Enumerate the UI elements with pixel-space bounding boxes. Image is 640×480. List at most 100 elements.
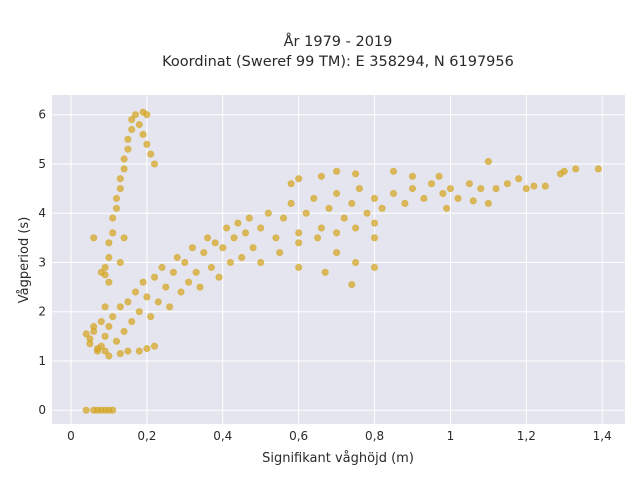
data-point xyxy=(234,219,242,227)
data-point xyxy=(257,258,265,267)
data-point xyxy=(109,229,117,237)
chart-title: År 1979 - 2019 xyxy=(284,33,393,50)
data-point xyxy=(211,239,219,247)
y-axis-ticks: 0 1 2 3 4 5 6 xyxy=(38,108,46,418)
data-point xyxy=(370,194,379,202)
data-point xyxy=(124,347,132,355)
data-point xyxy=(143,344,151,353)
data-point xyxy=(143,140,151,148)
data-point xyxy=(116,349,124,358)
data-point xyxy=(370,263,379,271)
data-point xyxy=(112,194,121,202)
data-point xyxy=(351,170,360,178)
data-point xyxy=(143,293,151,301)
data-point xyxy=(465,180,473,188)
data-point xyxy=(192,268,200,276)
data-point xyxy=(139,278,147,286)
data-point xyxy=(317,224,325,232)
data-point xyxy=(503,180,511,188)
data-point xyxy=(230,234,238,242)
data-point xyxy=(112,204,121,212)
y-tick-label: 2 xyxy=(38,305,46,319)
data-point xyxy=(101,332,109,340)
data-point xyxy=(317,172,325,180)
data-point xyxy=(223,224,231,232)
data-point xyxy=(101,263,109,271)
data-point xyxy=(116,175,124,183)
data-point xyxy=(196,283,204,291)
data-point xyxy=(215,273,223,281)
y-tick-label: 0 xyxy=(38,403,46,417)
data-point xyxy=(332,229,341,237)
y-tick-label: 3 xyxy=(38,255,46,269)
data-point xyxy=(332,167,341,175)
data-points xyxy=(82,108,603,414)
data-point xyxy=(351,224,360,232)
data-point xyxy=(139,108,147,116)
data-point xyxy=(131,288,140,296)
data-point xyxy=(101,347,109,355)
data-point xyxy=(370,234,379,242)
data-point xyxy=(147,150,155,158)
data-point xyxy=(348,280,356,289)
data-point xyxy=(120,155,128,163)
data-point xyxy=(272,234,280,242)
x-tick-label: 1,4 xyxy=(593,429,612,443)
x-axis-title: Signifikant våghöjd (m) xyxy=(262,451,414,466)
x-tick-label: 1,2 xyxy=(517,429,536,443)
data-point xyxy=(150,273,159,281)
data-point xyxy=(389,189,398,198)
data-point xyxy=(572,165,580,173)
data-point xyxy=(116,185,124,193)
data-point xyxy=(181,258,189,267)
data-point xyxy=(279,214,288,222)
data-point xyxy=(128,116,136,124)
data-point xyxy=(276,249,284,257)
data-point xyxy=(594,165,603,173)
data-point xyxy=(355,185,363,193)
data-point xyxy=(109,312,117,321)
data-point xyxy=(120,234,128,242)
data-point xyxy=(484,157,492,166)
data-point xyxy=(105,278,113,286)
plot-area xyxy=(52,95,625,424)
data-point xyxy=(173,253,181,262)
grid-lines xyxy=(52,95,625,424)
data-point xyxy=(340,214,348,222)
data-point xyxy=(124,298,132,306)
data-point xyxy=(454,194,462,202)
x-tick-label: 0,8 xyxy=(365,429,384,443)
data-point xyxy=(435,172,443,180)
data-point xyxy=(530,182,538,190)
data-point xyxy=(522,185,530,193)
data-point xyxy=(378,204,386,212)
data-point xyxy=(313,234,322,242)
data-point xyxy=(109,406,117,414)
data-point xyxy=(556,170,565,178)
data-point xyxy=(116,258,124,267)
data-point xyxy=(238,253,246,262)
data-point xyxy=(241,229,250,237)
data-point xyxy=(105,253,113,262)
data-point xyxy=(408,185,417,193)
data-point xyxy=(128,317,136,326)
data-point xyxy=(105,322,113,331)
data-point xyxy=(188,244,196,252)
data-point xyxy=(302,209,310,217)
data-point xyxy=(515,175,523,183)
data-point xyxy=(154,298,162,306)
data-point xyxy=(295,239,303,247)
data-point xyxy=(101,303,109,311)
data-point xyxy=(139,130,147,138)
x-axis-ticks: 0 0,2 0,4 0,6 0,8 1 1,2 1,4 xyxy=(67,429,612,443)
data-point xyxy=(124,135,132,143)
data-point xyxy=(97,317,105,326)
data-point xyxy=(185,278,193,286)
data-point xyxy=(86,340,94,348)
data-point xyxy=(135,121,143,129)
data-point xyxy=(257,224,265,232)
data-point xyxy=(109,214,117,222)
data-point xyxy=(82,406,90,414)
